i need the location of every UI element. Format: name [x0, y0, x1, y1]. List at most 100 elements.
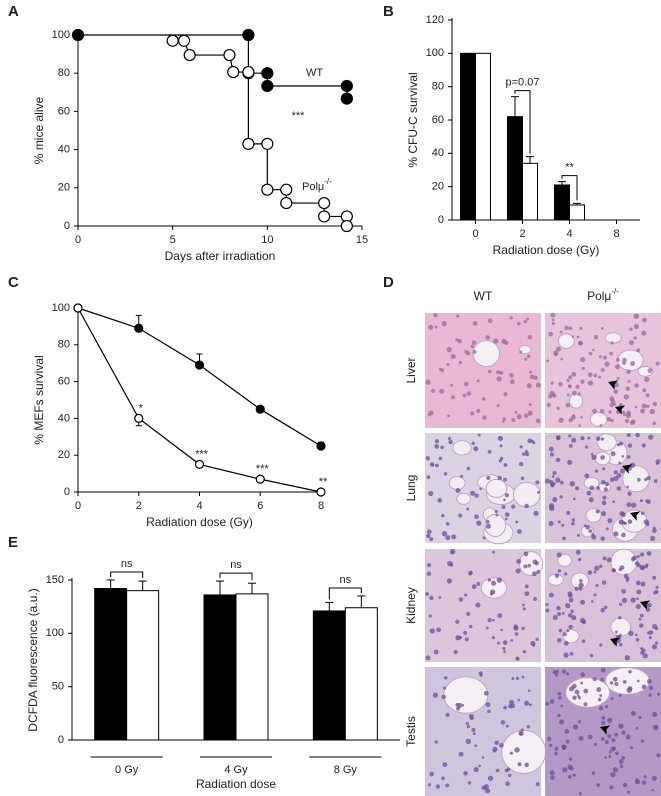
- nucleus: [429, 628, 436, 634]
- bar: [554, 184, 570, 221]
- nucleus: [485, 519, 490, 524]
- nucleus: [605, 740, 609, 745]
- nucleus: [426, 571, 432, 576]
- tissue-space: [596, 433, 617, 452]
- marker: [340, 79, 353, 93]
- y-axis-title: % mice alive: [32, 97, 46, 165]
- nucleus: [652, 528, 657, 534]
- y-tick-label: 40: [432, 147, 444, 159]
- tissue-space: [557, 553, 573, 567]
- nucleus: [642, 653, 648, 659]
- nucleus: [641, 684, 647, 690]
- nucleus: [506, 767, 511, 771]
- nucleus: [569, 766, 574, 771]
- nucleus: [625, 413, 631, 419]
- nucleus: [479, 487, 482, 491]
- nucleus: [499, 743, 504, 748]
- y-axis-title: % MEFs survival: [32, 355, 46, 444]
- nucleus: [434, 463, 439, 468]
- nucleus: [504, 517, 508, 521]
- nucleus: [474, 514, 479, 520]
- y-tick-label: 80: [58, 339, 70, 351]
- row-label: Testis: [404, 716, 418, 747]
- nucleus: [602, 355, 607, 360]
- nucleus: [426, 562, 432, 568]
- y-tick-label: 60: [58, 105, 70, 117]
- nucleus: [625, 734, 631, 740]
- nucleus: [459, 474, 464, 478]
- nucleus: [618, 633, 622, 637]
- nucleus: [549, 699, 555, 704]
- nucleus: [613, 389, 619, 395]
- nucleus: [580, 415, 583, 419]
- nucleus: [613, 531, 619, 537]
- nucleus: [501, 504, 506, 510]
- nucleus: [438, 596, 442, 599]
- nucleus: [504, 492, 510, 498]
- nucleus: [475, 602, 481, 608]
- nucleus: [609, 477, 615, 482]
- x-tick-label: 0 Gy: [115, 764, 139, 776]
- annotation: **: [565, 162, 574, 174]
- nucleus: [441, 530, 448, 537]
- marker: [223, 48, 236, 62]
- nucleus: [626, 369, 631, 374]
- nucleus: [568, 384, 572, 389]
- nucleus: [587, 380, 594, 386]
- nucleus: [571, 615, 577, 621]
- nucleus: [573, 497, 576, 501]
- nucleus: [527, 689, 531, 693]
- nucleus: [559, 495, 563, 499]
- nucleus: [561, 669, 567, 674]
- nucleus: [517, 698, 521, 702]
- nucleus: [627, 379, 631, 383]
- nucleus: [526, 725, 531, 729]
- nucleus: [535, 382, 541, 388]
- nucleus: [649, 408, 656, 415]
- marker: [280, 196, 293, 210]
- nucleus: [639, 613, 644, 618]
- marker: [261, 79, 274, 93]
- nucleus: [612, 766, 619, 773]
- nucleus: [618, 642, 623, 647]
- nucleus: [600, 367, 605, 373]
- nucleus: [524, 591, 530, 597]
- panel-label: A: [8, 3, 19, 20]
- nucleus: [587, 372, 593, 378]
- marker: [261, 183, 274, 196]
- y-tick-label: 40: [58, 412, 70, 424]
- nucleus: [494, 740, 499, 745]
- nucleus: [655, 626, 659, 631]
- nucleus: [436, 627, 441, 633]
- x-tick-label: 2: [519, 228, 525, 240]
- nucleus: [581, 619, 587, 625]
- nucleus: [559, 330, 563, 334]
- nucleus: [651, 775, 657, 781]
- nucleus: [643, 775, 647, 779]
- nucleus: [434, 444, 439, 449]
- nucleus: [644, 376, 650, 383]
- nucleus: [645, 393, 650, 398]
- nucleus: [614, 732, 619, 737]
- nucleus: [583, 702, 588, 707]
- nucleus: [546, 359, 550, 363]
- nucleus: [655, 585, 659, 590]
- nucleus: [618, 693, 622, 697]
- nucleus: [464, 637, 469, 642]
- nucleus: [469, 716, 474, 721]
- tissue-space: [557, 333, 575, 349]
- x-tick-label: 4: [196, 500, 202, 512]
- nucleus: [648, 685, 654, 691]
- nucleus: [597, 697, 602, 702]
- nucleus: [450, 395, 455, 400]
- nucleus: [521, 452, 526, 456]
- annotation: ns: [121, 558, 133, 570]
- nucleus: [580, 357, 586, 363]
- series-line: [77, 307, 322, 447]
- marker: [134, 413, 144, 423]
- nucleus: [551, 318, 555, 322]
- nucleus: [651, 788, 655, 792]
- marker: [242, 137, 255, 150]
- nucleus: [521, 675, 525, 679]
